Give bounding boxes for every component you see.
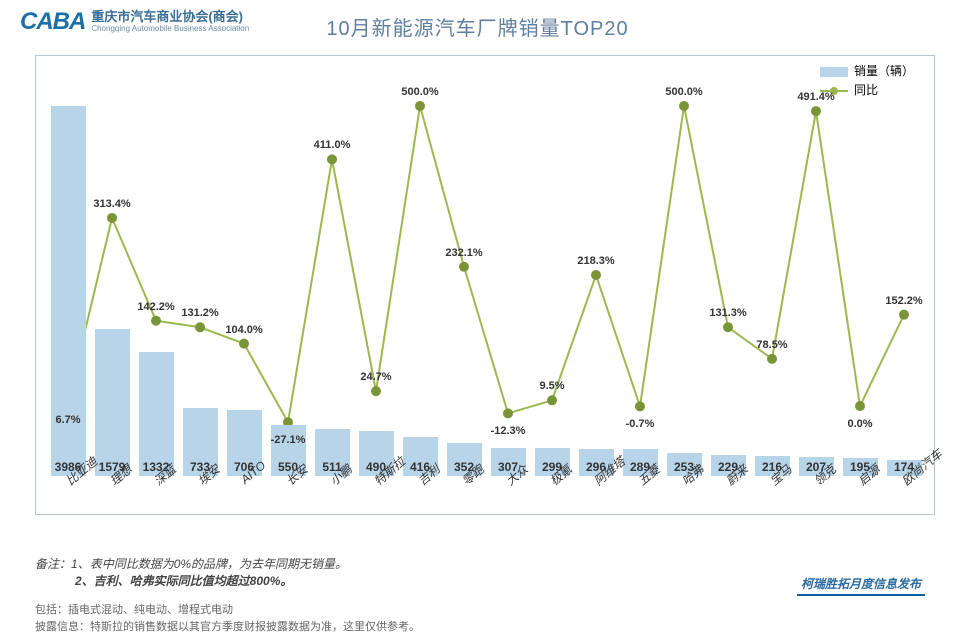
header: CABA 重庆市汽车商业协会(商会) Chongqing Automobile … — [0, 0, 955, 60]
chart-area: 销量（辆） 同比 39866.7%1579313.4%1332142.2%733… — [35, 55, 935, 515]
line-value-label: 411.0% — [314, 139, 351, 151]
line-value-label: 0.0% — [847, 418, 872, 430]
x-axis: 比亚迪理想深蓝埃安AITO长安小鹏特斯拉吉利零跑大众极氪阿维塔五菱哈弗蔚来宝马领… — [36, 474, 936, 514]
line-value-label: 9.5% — [539, 380, 564, 392]
line-value-label: 131.3% — [709, 307, 746, 319]
line-value-label: -12.3% — [491, 425, 526, 437]
line-value-label: 232.1% — [445, 247, 482, 259]
line-value-label: 491.4% — [797, 91, 834, 103]
bar — [95, 329, 130, 476]
line-value-label: 500.0% — [401, 86, 438, 98]
publisher: 柯瑞胜拓月度信息发布 — [797, 575, 925, 596]
disclosure: 包括：插电式混动、纯电动、增程式电动 披露信息：特斯拉的销售数据以其官方季度财报… — [35, 602, 420, 635]
line-value-label: 24.7% — [360, 371, 391, 383]
line-value-label: 78.5% — [756, 339, 787, 351]
logo-glyph: CABA — [20, 8, 85, 36]
line-value-label: 218.3% — [577, 255, 614, 267]
line-value-label: 152.2% — [885, 295, 922, 307]
chart-title: 10月新能源汽车厂牌销量TOP20 — [326, 12, 628, 41]
line-value-label: 500.0% — [665, 86, 702, 98]
line-value-label: 313.4% — [93, 198, 130, 210]
bar — [139, 352, 174, 476]
note-1: 备注：1、表中同比数据为0%的品牌，为去年同期无销量。 — [35, 555, 935, 572]
logo-name-en: Chongqing Automobile Business Associatio… — [91, 25, 249, 34]
footer-notes: 备注：1、表中同比数据为0%的品牌，为去年同期无销量。 2、吉利、哈弗实际同比值… — [35, 555, 935, 589]
line-value-label: -27.1% — [271, 434, 306, 446]
line-value-label: -0.7% — [626, 418, 655, 430]
plot: 39866.7%1579313.4%1332142.2%733131.2%706… — [36, 56, 936, 476]
line-value-label: 104.0% — [225, 324, 262, 336]
line-value-label: 142.2% — [137, 301, 174, 313]
line-value-label: 6.7% — [55, 414, 80, 426]
line-value-label: 131.2% — [181, 307, 218, 319]
logo-name-cn: 重庆市汽车商业协会(商会) — [91, 10, 249, 24]
